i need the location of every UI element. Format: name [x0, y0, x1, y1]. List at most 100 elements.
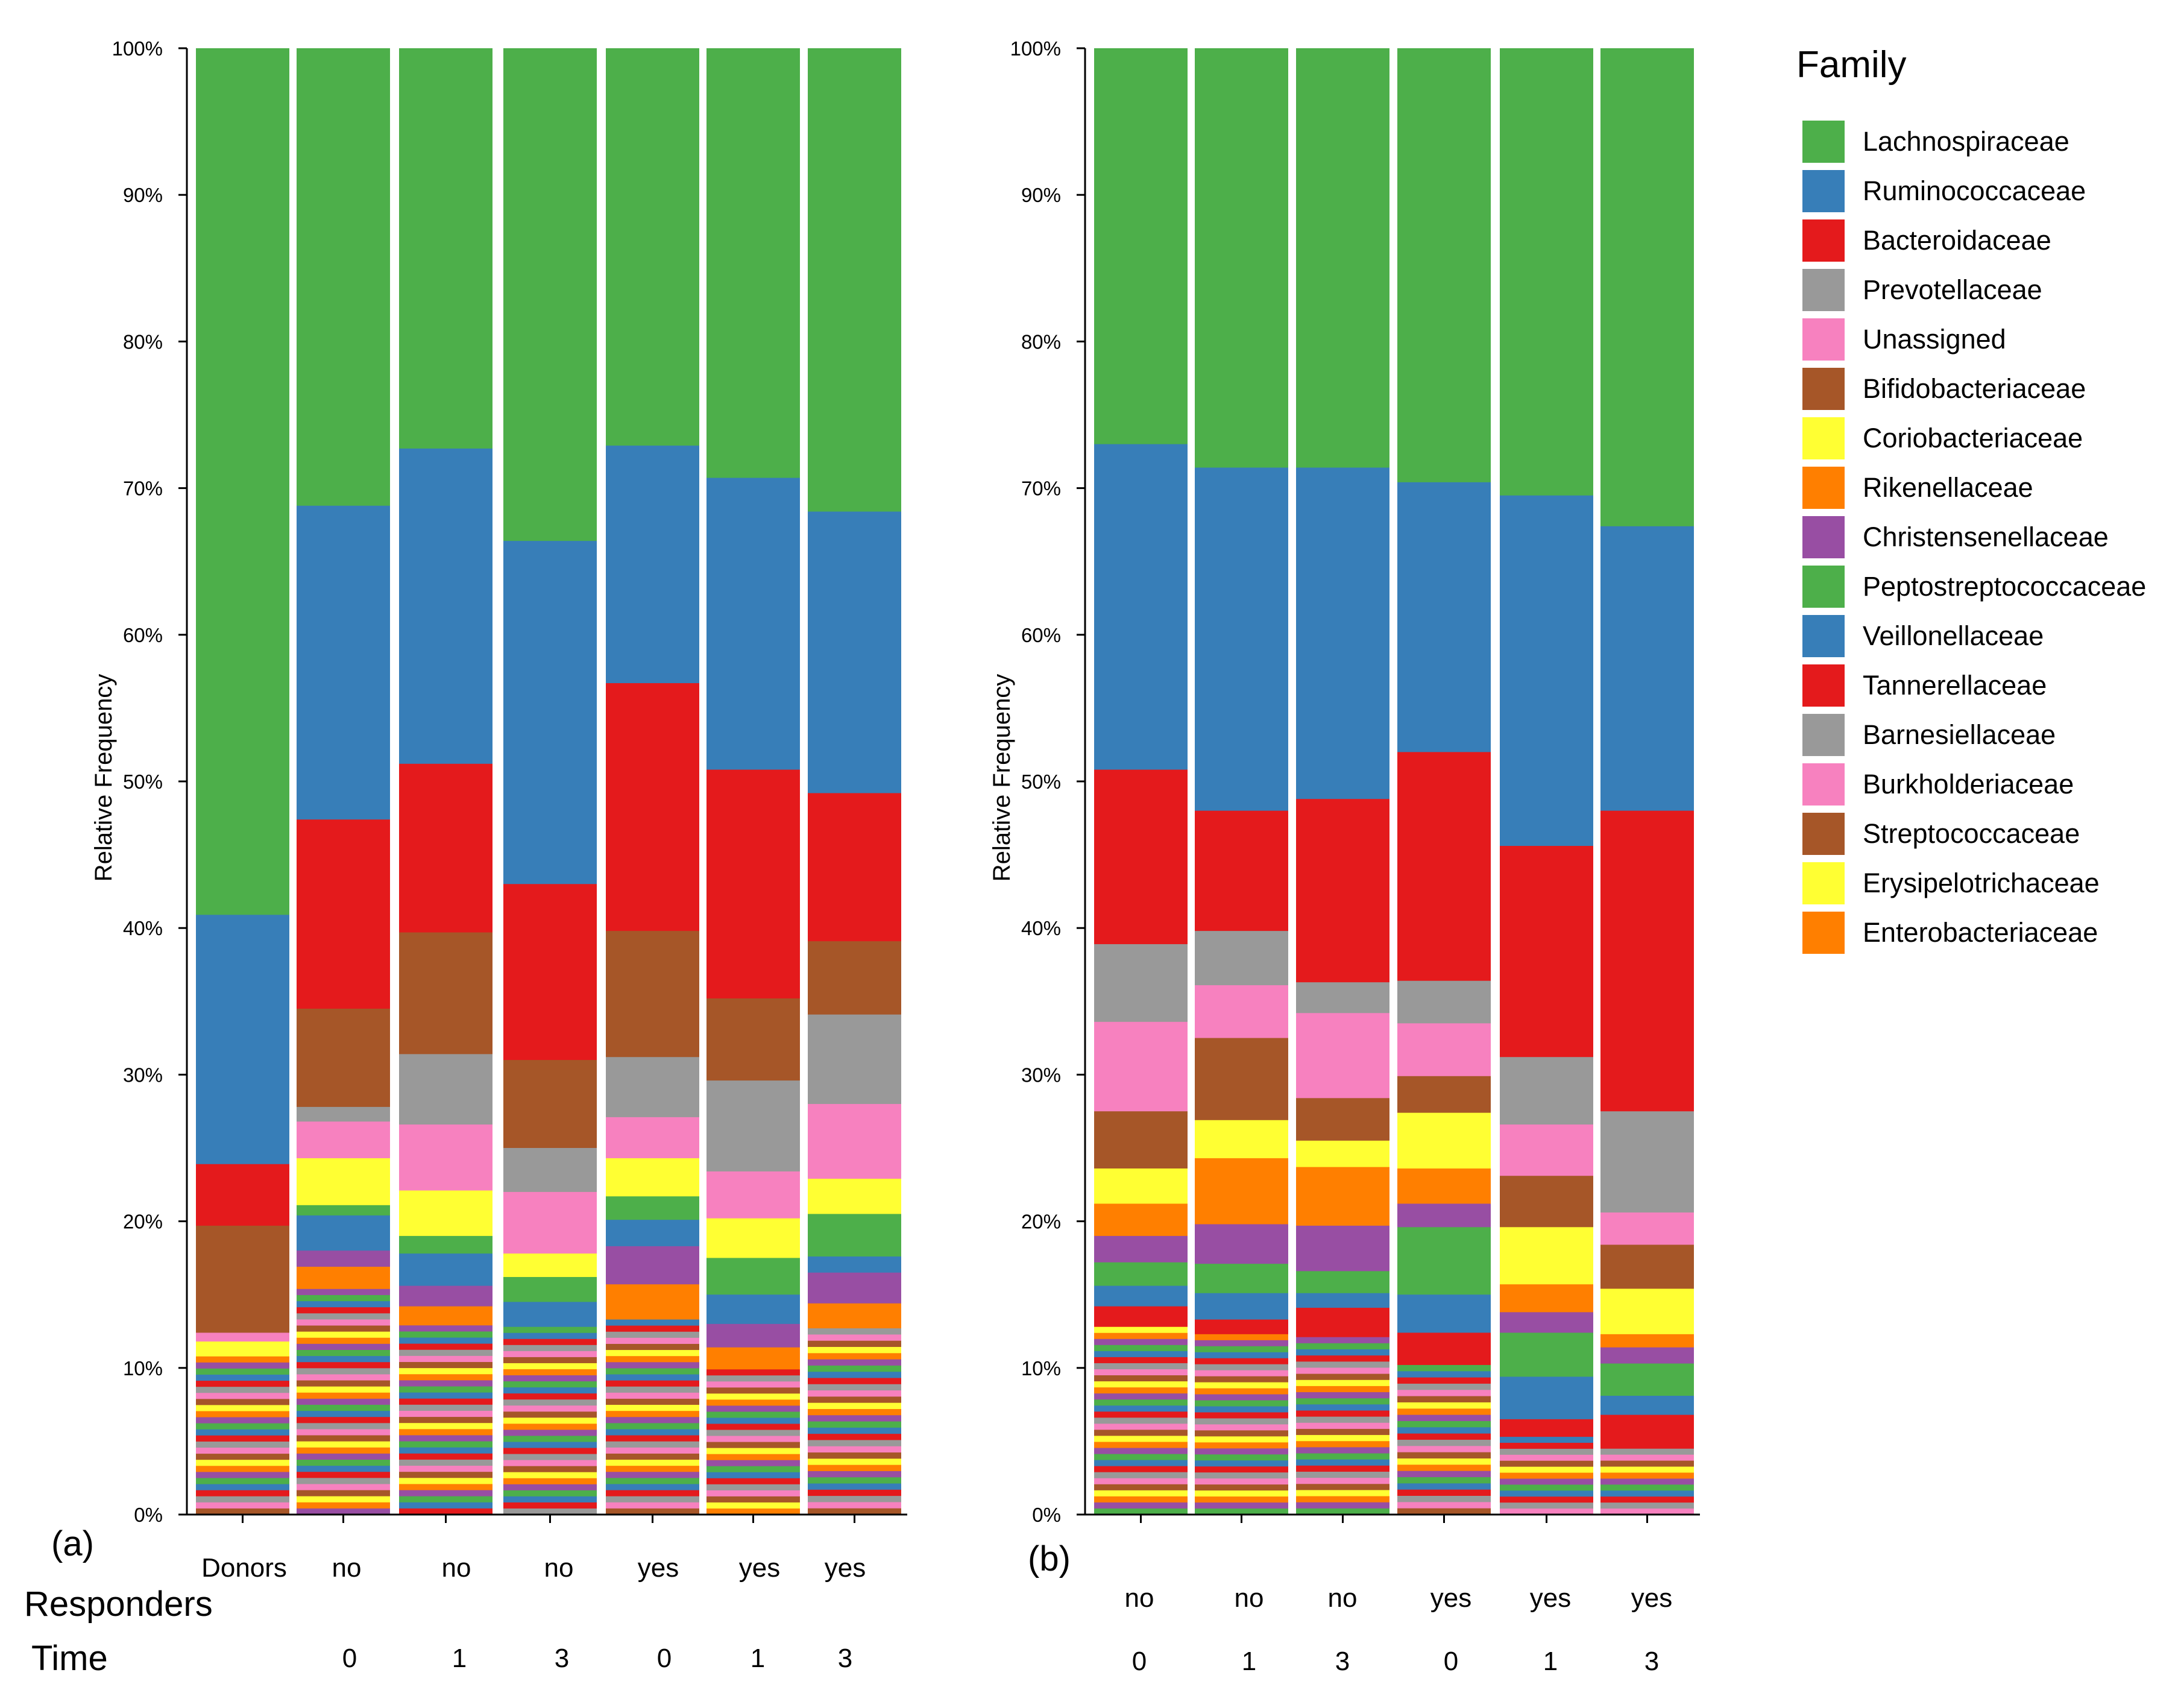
y-tick-label: 60%: [1021, 624, 1061, 646]
bar-segment-other-families: [1195, 1334, 1288, 1341]
bar-segment-other-families: [1397, 1427, 1491, 1434]
bar-segment-other-families: [297, 1356, 390, 1363]
bar-segment-other-families: [196, 1368, 289, 1375]
bar-segment-other-families: [606, 1435, 699, 1442]
legend-item-barnesiellaceae: Barnesiellaceae: [1802, 714, 2056, 756]
bar-segment-unassigned: [1296, 1013, 1389, 1099]
bar-segment-other-families: [1195, 1442, 1288, 1449]
bar-segment-other-families: [399, 1423, 493, 1430]
panel-a-bar-4: [503, 48, 597, 1515]
y-tick-label: 10%: [123, 1357, 163, 1379]
bar-segment-other-families: [1600, 1478, 1694, 1485]
bar-segment-other-families: [808, 1471, 901, 1478]
bar-segment-peptostreptococcaceae: [706, 1258, 800, 1295]
bar-segment-other-families: [808, 1465, 901, 1472]
bar-segment-unassigned: [297, 1121, 390, 1159]
bar-segment-lachnospiraceae: [297, 48, 390, 506]
bar-segment-other-families: [1600, 1502, 1694, 1509]
bar-segment-veillonellaceae: [808, 1256, 901, 1273]
bar-segment-other-families: [297, 1411, 390, 1417]
bar-segment-other-families: [1195, 1352, 1288, 1359]
legend-item-christensenellaceae: Christensenellaceae: [1802, 516, 2109, 558]
bar-segment-other-families: [399, 1349, 493, 1357]
bar-segment-other-families: [606, 1478, 699, 1484]
bar-segment-other-families: [1195, 1454, 1288, 1461]
category-label-time: 0: [1444, 1647, 1458, 1676]
bar-segment-peptostreptococcaceae: [1600, 1363, 1694, 1396]
bar-segment-other-families: [196, 1429, 289, 1436]
bar-segment-other-families: [399, 1410, 493, 1417]
bar-segment-other-families: [196, 1435, 289, 1442]
bar-segment-other-families: [808, 1359, 901, 1366]
bar-segment-other-families: [196, 1356, 289, 1363]
bar-segment-other-families: [606, 1325, 699, 1332]
bar-segment-prevotellaceae: [399, 1054, 493, 1125]
bar-segment-other-families: [706, 1430, 800, 1437]
legend-swatch: [1802, 566, 1845, 608]
bar-segment-coriobacteriaceae: [503, 1253, 597, 1278]
bar-segment-coriobacteriaceae: [1296, 1140, 1389, 1168]
bar-segment-other-families: [503, 1484, 597, 1491]
bar-segment-other-families: [706, 1460, 800, 1467]
bar-segment-other-families: [606, 1343, 699, 1351]
bar-segment-other-families: [297, 1319, 390, 1326]
y-tick-label: 40%: [123, 917, 163, 939]
bar-segment-bacteroidaceae: [399, 763, 493, 933]
bar-segment-other-families: [706, 1411, 800, 1418]
bar-segment-other-families: [808, 1440, 901, 1447]
bar-segment-tannerellaceae: [1500, 1419, 1593, 1437]
bar-segment-other-families: [606, 1398, 699, 1405]
legend-item-prevotellaceae: Prevotellaceae: [1802, 269, 2042, 311]
bar-segment-other-families: [606, 1411, 699, 1417]
bar-segment-other-families: [399, 1404, 493, 1411]
bar-segment-other-families: [503, 1454, 597, 1461]
category-label-time: 3: [1644, 1647, 1659, 1676]
bar-segment-other-families: [503, 1369, 597, 1376]
bar-segment-other-families: [606, 1374, 699, 1381]
bar-segment-bifidobacteriaceae: [1296, 1098, 1389, 1141]
bar-segment-other-families: [297, 1374, 390, 1381]
bar-segment-other-families: [1296, 1367, 1389, 1375]
bar-segment-other-families: [196, 1393, 289, 1399]
category-label-responders: yes: [638, 1553, 679, 1583]
bar-segment-other-families: [1094, 1454, 1188, 1461]
bar-segment-other-families: [297, 1282, 390, 1290]
bar-segment-other-families: [1296, 1428, 1389, 1436]
bar-segment-other-families: [503, 1411, 597, 1418]
bar-segment-other-families: [1296, 1355, 1389, 1362]
bar-segment-other-families: [1397, 1495, 1491, 1502]
bar-segment-other-families: [1397, 1439, 1491, 1446]
y-tick-label: 100%: [112, 37, 163, 60]
bar-segment-other-families: [1397, 1390, 1491, 1397]
y-tick-label: 90%: [123, 184, 163, 206]
legend-item-unassigned: Unassigned: [1802, 318, 2006, 361]
bar-segment-other-families: [503, 1460, 597, 1467]
bar-segment-other-families: [297, 1325, 390, 1332]
bar-segment-rikenellaceae: [1094, 1203, 1188, 1237]
bar-segment-other-families: [1296, 1459, 1389, 1466]
bar-segment-other-families: [297, 1294, 390, 1302]
bar-segment-other-families: [808, 1328, 901, 1335]
bar-segment-other-families: [503, 1424, 597, 1430]
bar-segment-other-families: [606, 1350, 699, 1357]
bar-segment-other-families: [196, 1454, 289, 1460]
bar-segment-unassigned: [1195, 985, 1288, 1039]
bar-segment-lachnospiraceae: [1195, 48, 1288, 468]
bar-segment-other-families: [706, 1502, 800, 1509]
bar-segment-other-families: [1600, 1448, 1694, 1455]
bar-segment-other-families: [297, 1343, 390, 1351]
bar-segment-other-families: [808, 1365, 901, 1372]
bar-segment-other-families: [1094, 1460, 1188, 1467]
bar-segment-other-families: [808, 1334, 901, 1342]
category-label-responders: yes: [1430, 1583, 1471, 1613]
legend-swatch: [1802, 170, 1845, 212]
panel-a-tag: (a): [51, 1524, 94, 1563]
bar-segment-other-families: [1195, 1394, 1288, 1401]
bar-segment-other-families: [503, 1436, 597, 1442]
bar-segment-christensenellaceae: [1296, 1225, 1389, 1272]
bar-segment-lachnospiraceae: [1600, 48, 1694, 527]
bar-segment-christensenellaceae: [1500, 1312, 1593, 1333]
legend-swatch: [1802, 467, 1845, 509]
bar-segment-other-families: [1094, 1430, 1188, 1436]
